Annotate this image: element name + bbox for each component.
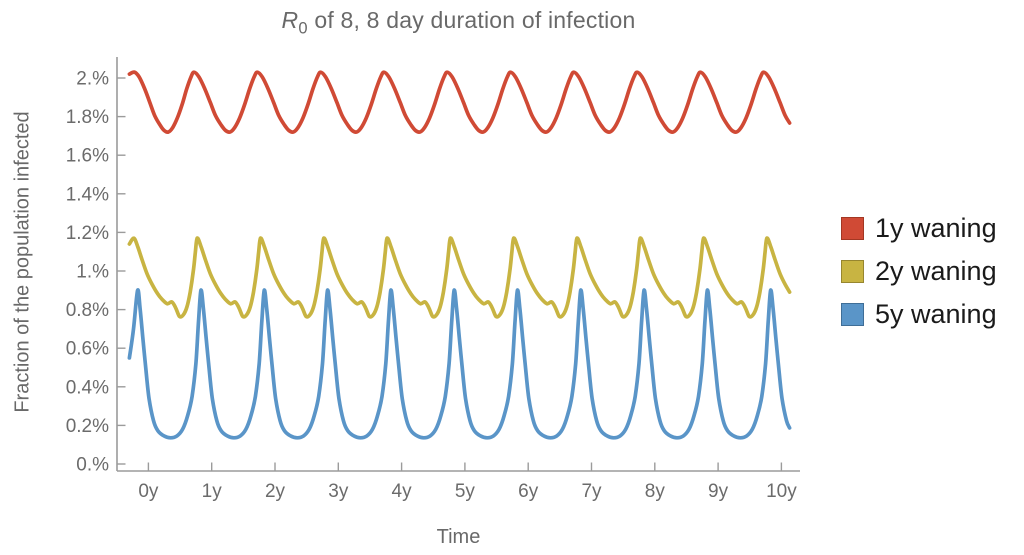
legend-swatch-5y-waning [841,303,864,326]
title-variable: R [281,7,299,33]
legend-item: 1y waning [841,213,997,243]
x-axis-tick-label: 10y [766,481,797,502]
x-axis-tick-label: 3y [328,481,349,502]
x-axis-tick-label: 1y [202,481,223,502]
x-axis-tick-label: 4y [392,481,413,502]
y-axis-tick-label: 2.% [76,69,109,90]
legend-swatch-1y-waning [841,217,864,240]
y-axis-tick-label: 0.% [76,455,109,476]
legend-label: 2y waning [875,256,997,286]
y-axis-tick-label: 0.2% [66,416,109,437]
y-axis-tick-label: 1.4% [66,184,109,205]
y-axis-tick-label: 1.% [76,262,109,283]
x-axis-tick-label: 9y [708,481,729,502]
y-axis-label: Fraction of the population infected [11,111,34,413]
axes-lines [116,57,800,472]
x-axis-tick-label: 6y [518,481,539,502]
legend-swatch-2y-waning [841,260,864,283]
legend-label: 5y waning [875,299,997,329]
legend: 1y waning 2y waning 5y waning [841,213,997,345]
x-axis-tick-label: 2y [265,481,286,502]
title-text: of 8, 8 day duration of infection [307,7,636,33]
x-axis-tick-label: 0y [138,481,159,502]
y-axis-tick-label: 0.4% [66,377,109,398]
y-axis-tick-label: 0.8% [66,300,109,321]
x-axis-tick-label: 8y [645,481,666,502]
series-line-5y-waning [127,288,792,440]
chart-title: R0 of 8, 8 day duration of infection [117,7,800,39]
y-axis-tick-label: 1.8% [66,107,109,128]
series-line-1y-waning [127,70,792,134]
x-axis-tick-label: 7y [581,481,602,502]
series-line-2y-waning [127,236,792,319]
x-axis-tick-label: 5y [455,481,476,502]
y-axis-tick-label: 1.6% [66,146,109,167]
title-subscript: 0 [298,18,308,38]
y-axis-tick-label: 1.2% [66,223,109,244]
y-axis-tick-label: 0.6% [66,339,109,360]
x-axis-label: Time [436,526,481,548]
legend-item: 2y waning [841,256,997,286]
legend-item: 5y waning [841,299,997,329]
legend-label: 1y waning [875,213,997,243]
